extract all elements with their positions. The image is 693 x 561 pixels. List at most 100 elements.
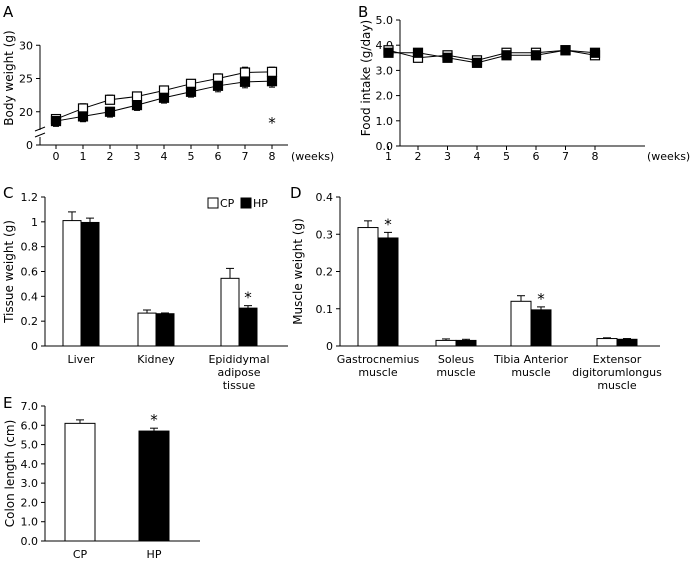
data-point [77,111,89,122]
bar [138,430,170,542]
y-tick-label: 0.4 [316,191,334,204]
x-axis-label: (weeks) [647,150,690,163]
y-tick-label: 0.0 [21,535,39,548]
category-label: Tibia Anterior [493,353,569,366]
y-tick-label: 3.0 [376,64,394,77]
x-tick-label: 2 [415,150,422,163]
data-point [158,92,170,103]
bar [357,227,379,347]
significance-star: * [384,215,392,233]
y-tick-label: 0 [31,340,38,353]
panel-label: B [358,3,368,21]
bar [220,277,240,347]
data-point [589,47,601,58]
y-tick-label: 25 [19,73,33,86]
category-label: Soleus [438,353,475,366]
x-tick-label: 3 [444,150,451,163]
bar [137,312,157,347]
data-point [50,115,62,127]
y-axis-label: Muscle weight (g) [291,218,305,325]
y-axis-label: Body weight (g) [2,30,16,125]
panel-label: D [290,184,302,202]
category-label: HP [147,548,162,561]
x-tick-label: 8 [592,150,599,163]
significance-star: * [150,411,158,429]
y-tick-label: 5.0 [21,439,39,452]
y-tick-label: 2.0 [376,90,394,103]
y-tick-label: 4.0 [21,458,39,471]
y-tick-label: 0.1 [316,303,334,316]
x-tick-label: 0 [53,150,60,163]
x-tick-label: 1 [385,150,392,163]
legend-label-cp: CP [220,197,235,210]
data-point [412,47,424,58]
data-point [104,106,116,117]
category-label: muscle [436,366,476,379]
significance-star: * [537,290,545,308]
significance-star: * [268,114,276,132]
category-label: muscle [358,366,398,379]
x-tick-label: 5 [188,150,195,163]
panel-label: A [3,3,14,21]
bar [155,313,175,347]
legend-label-hp: HP [253,197,268,210]
category-label: muscle [597,379,637,392]
bar [435,339,457,347]
bar [238,307,258,347]
data-point [471,57,483,68]
y-tick-label: 0.2 [316,266,334,279]
bar [64,422,96,542]
x-tick-label: 6 [533,150,540,163]
bar [510,300,532,347]
y-tick-label: 2.0 [21,496,39,509]
data-point [131,91,143,102]
category-label: Kidney [137,353,175,366]
x-axis-label: (weeks) [291,150,334,163]
y-tick-label: 0.3 [316,228,334,241]
category-label: Gastrocnemius [337,353,420,366]
y-tick-label: 5.0 [376,14,394,27]
category-label: muscle [511,366,551,379]
category-label: digitorumlongus [572,366,662,379]
bar [80,221,100,347]
panel-label: C [3,184,13,202]
bar [377,237,399,347]
y-tick-label: 0.4 [21,290,39,303]
category-label: tissue [223,379,256,392]
y-axis-label: Food intake (g/day) [359,20,373,136]
y-tick-label: 7.0 [21,400,39,413]
y-tick-label: 0.6 [21,266,39,279]
data-point [131,99,143,111]
category-label: Extensor [593,353,642,366]
axis-break-mark [34,132,46,138]
significance-star: * [244,289,252,307]
y-tick-label: 1.2 [21,191,39,204]
data-point [212,80,224,91]
y-tick-label: 0 [326,340,333,353]
axis-break-mark [34,126,46,132]
bar [530,309,552,347]
x-tick-label: 3 [134,150,141,163]
category-label: Epididymal [208,353,269,366]
data-point [239,76,251,87]
bar [455,339,477,347]
x-tick-label: 1 [80,150,87,163]
bar [62,220,82,347]
y-tick-label: 0 [26,139,33,152]
x-tick-label: 7 [242,150,249,163]
y-axis-label: Tissue weight (g) [2,220,16,324]
data-point [239,67,251,78]
data-point [442,52,453,63]
panel-label: E [3,394,12,412]
x-tick-label: 6 [215,150,222,163]
data-point [501,50,512,61]
x-tick-label: 4 [474,150,481,163]
y-tick-label: 3.0 [21,477,39,490]
data-point [104,94,116,105]
x-tick-label: 2 [107,150,114,163]
y-tick-label: 1.0 [376,115,394,128]
data-point [266,66,278,77]
y-tick-label: 0.8 [21,241,39,254]
legend-swatch-cp [207,197,219,209]
